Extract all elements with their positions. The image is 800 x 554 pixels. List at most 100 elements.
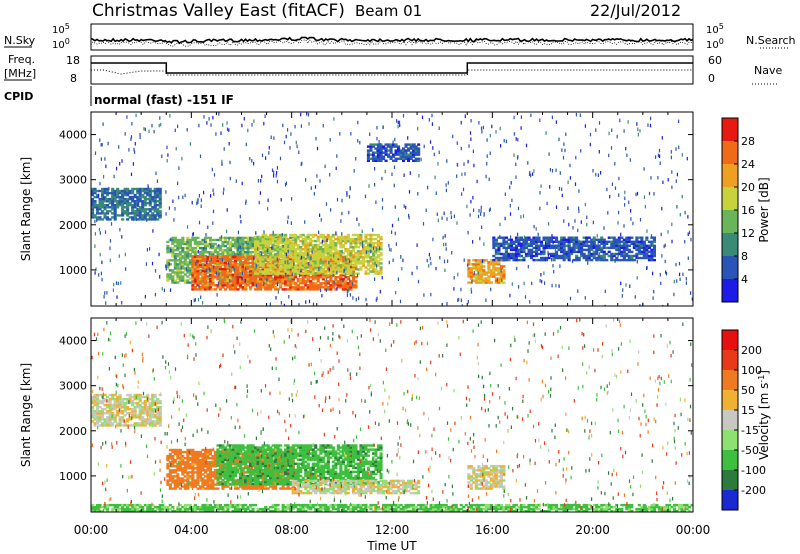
power-cell <box>497 242 501 245</box>
power-cell <box>563 142 565 146</box>
power-cell <box>479 269 483 272</box>
power-cell <box>281 269 285 273</box>
power-cell <box>263 282 265 286</box>
power-cell <box>251 282 255 285</box>
power-cell <box>146 202 150 205</box>
power-cell <box>329 244 333 247</box>
power-cell <box>271 256 275 259</box>
power-cell <box>132 217 135 221</box>
power-cell <box>141 206 145 209</box>
power-cell <box>344 264 348 267</box>
power-cell <box>316 174 318 178</box>
power-cell <box>153 208 157 211</box>
power-cell <box>344 280 348 283</box>
power-cell <box>101 204 105 207</box>
power-cell <box>186 267 190 270</box>
velocity-cell <box>111 418 115 421</box>
velocity-cell <box>121 420 125 423</box>
power-cell <box>299 235 303 239</box>
power-cell <box>221 276 225 279</box>
power-cell <box>279 248 283 251</box>
power-cell <box>351 269 355 273</box>
power-cell <box>284 264 288 267</box>
power-cell <box>341 246 345 249</box>
power-cell <box>103 212 107 215</box>
power-cell <box>136 191 140 195</box>
power-cell <box>324 250 328 253</box>
power-cell <box>514 238 518 241</box>
power-cell <box>226 208 228 212</box>
power-cell <box>169 288 172 292</box>
power-cell <box>171 271 175 274</box>
velocity-cell <box>153 416 157 419</box>
power-cell <box>206 121 208 125</box>
power-cell <box>530 240 534 243</box>
power-cell <box>269 276 273 279</box>
power-cell <box>153 189 157 193</box>
power-cell <box>93 191 97 195</box>
power-cell <box>652 238 656 241</box>
power-cell <box>289 239 293 243</box>
power-cell <box>113 174 115 179</box>
power-cell <box>356 260 360 263</box>
power-cell <box>146 189 150 193</box>
power-cell <box>241 257 245 261</box>
power-cell <box>279 274 283 277</box>
power-cell <box>309 239 313 243</box>
power-cell <box>561 187 563 191</box>
power-cell <box>231 238 235 242</box>
power-cell <box>324 284 328 287</box>
power-cell <box>143 127 145 131</box>
power-cell <box>311 282 315 285</box>
cpid-label: CPID <box>4 90 33 103</box>
power-cell <box>592 169 594 173</box>
power-cell <box>210 245 212 249</box>
power-cell <box>251 261 255 265</box>
power-cell <box>286 248 290 251</box>
power-cell <box>186 275 190 278</box>
power-cell <box>216 269 220 272</box>
power-cell <box>183 251 187 254</box>
power-cell <box>231 263 235 267</box>
power-cell <box>311 266 315 269</box>
power-cell <box>326 267 330 271</box>
velocity-cell <box>128 393 132 397</box>
power-cell <box>407 149 411 152</box>
power-cell <box>116 202 120 205</box>
power-cell <box>492 265 496 268</box>
power-cell <box>121 191 125 195</box>
power-cell <box>334 233 338 237</box>
power-cell <box>300 268 302 273</box>
power-cell <box>558 186 561 191</box>
velocity-cell <box>113 418 117 421</box>
power-cell <box>502 246 506 250</box>
velocity-cell <box>138 406 142 409</box>
velocity-cell <box>168 487 172 490</box>
power-cell <box>352 282 354 286</box>
power-cell <box>198 265 202 269</box>
power-cell <box>231 244 235 248</box>
power-cell <box>289 241 293 245</box>
power-cell <box>193 269 197 273</box>
power-cell <box>138 197 142 201</box>
power-cell <box>311 233 315 237</box>
power-cell <box>307 252 309 256</box>
power-cell <box>639 129 641 133</box>
power-cell <box>165 267 167 271</box>
power-cell <box>271 259 275 263</box>
power-cell <box>191 261 195 265</box>
power-cell <box>158 123 160 128</box>
power-cell <box>341 249 343 254</box>
power-cell <box>346 270 350 273</box>
power-cell <box>231 274 235 277</box>
velocity-cell <box>91 416 95 419</box>
power-cell <box>148 200 152 203</box>
power-cell <box>191 236 195 240</box>
power-cell <box>304 272 308 275</box>
power-cell <box>256 286 260 289</box>
power-cell <box>324 264 328 267</box>
power-cell <box>178 251 182 254</box>
power-cell <box>259 235 263 239</box>
power-cell <box>630 254 634 258</box>
power-cell <box>331 241 335 245</box>
